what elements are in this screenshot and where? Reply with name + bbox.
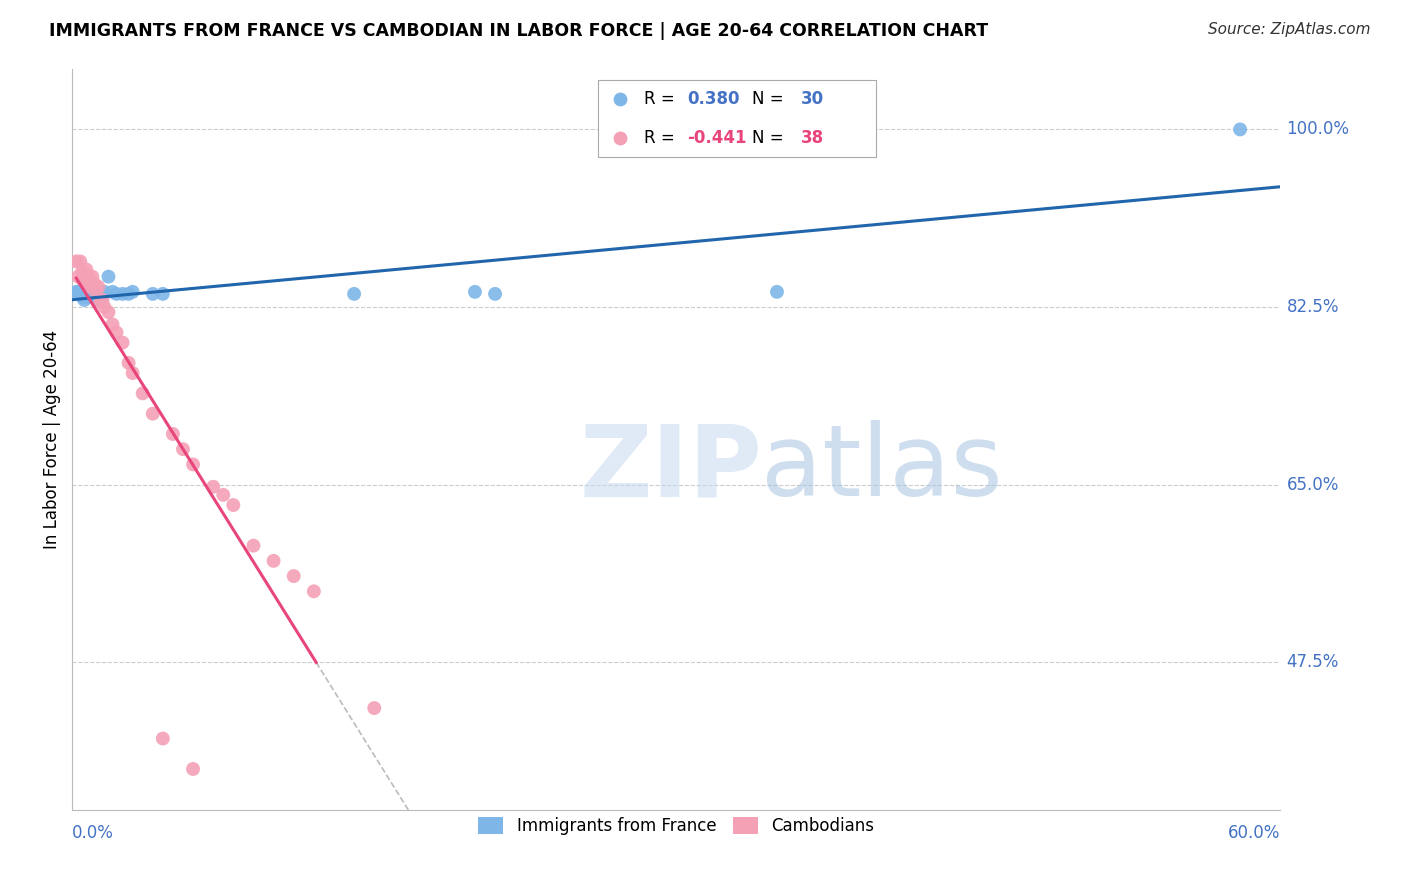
Text: atlas: atlas [761, 420, 1002, 517]
Point [181, 458, 204, 472]
Point [172, 442, 194, 457]
Point [973, 164, 995, 178]
Point [162, 427, 184, 442]
Point [67, 269, 90, 284]
Point [973, 218, 995, 232]
Text: R =: R = [644, 129, 679, 147]
Text: 60.0%: 60.0% [1227, 824, 1281, 842]
Point [464, 285, 486, 299]
Point [343, 286, 366, 301]
Point [263, 554, 285, 568]
Point [87, 280, 110, 294]
Point [1229, 122, 1251, 136]
Point [65, 285, 87, 299]
Point [97, 269, 120, 284]
Point [72, 264, 94, 278]
Point [363, 701, 385, 715]
Point [73, 286, 96, 301]
Point [202, 480, 225, 494]
Point [97, 305, 120, 319]
Point [75, 285, 97, 299]
Legend: Immigrants from France, Cambodians: Immigrants from France, Cambodians [471, 811, 882, 842]
Point [111, 335, 134, 350]
Text: 38: 38 [801, 129, 824, 147]
Point [142, 286, 165, 301]
Point [69, 254, 91, 268]
Point [82, 280, 104, 294]
Point [77, 269, 100, 284]
Point [105, 286, 128, 301]
Y-axis label: In Labor Force | Age 20-64: In Labor Force | Age 20-64 [44, 329, 60, 549]
Point [93, 300, 115, 314]
Text: 0.380: 0.380 [688, 90, 740, 108]
Point [101, 285, 124, 299]
Point [83, 286, 105, 301]
Text: 30: 30 [801, 90, 824, 108]
Point [87, 293, 110, 307]
Text: 47.5%: 47.5% [1286, 653, 1339, 672]
Text: ZIP: ZIP [579, 420, 762, 517]
Point [302, 584, 325, 599]
Point [105, 326, 128, 340]
Text: Source: ZipAtlas.com: Source: ZipAtlas.com [1208, 22, 1371, 37]
Point [283, 569, 305, 583]
Text: 0.0%: 0.0% [72, 824, 114, 842]
Point [73, 293, 96, 307]
Point [131, 386, 153, 401]
Point [117, 286, 139, 301]
Point [89, 295, 111, 310]
Point [82, 269, 104, 284]
Point [212, 488, 235, 502]
Point [484, 286, 506, 301]
Point [65, 254, 87, 268]
Point [67, 285, 90, 299]
Point [121, 285, 143, 299]
Text: N =: N = [752, 129, 789, 147]
Point [222, 498, 245, 512]
Point [79, 280, 101, 294]
Point [86, 290, 108, 304]
Point [75, 290, 97, 304]
Point [75, 262, 97, 277]
Point [121, 366, 143, 380]
Point [77, 290, 100, 304]
Point [83, 277, 105, 291]
Point [72, 273, 94, 287]
Point [242, 539, 264, 553]
Text: IMMIGRANTS FROM FRANCE VS CAMBODIAN IN LABOR FORCE | AGE 20-64 CORRELATION CHART: IMMIGRANTS FROM FRANCE VS CAMBODIAN IN L… [49, 22, 988, 40]
Point [117, 356, 139, 370]
Point [73, 267, 96, 281]
Point [93, 285, 115, 299]
Point [89, 285, 111, 299]
Point [111, 286, 134, 301]
Text: 82.5%: 82.5% [1286, 298, 1339, 316]
Point [152, 286, 174, 301]
Point [69, 285, 91, 299]
Point [152, 731, 174, 746]
Point [72, 290, 94, 304]
Point [142, 407, 165, 421]
Point [181, 762, 204, 776]
Point [82, 286, 104, 301]
Point [91, 293, 114, 307]
Point [77, 277, 100, 291]
Text: -0.441: -0.441 [688, 129, 747, 147]
Text: N =: N = [752, 90, 789, 108]
Text: 65.0%: 65.0% [1286, 475, 1339, 494]
Point [766, 285, 789, 299]
Text: R =: R = [644, 90, 679, 108]
FancyBboxPatch shape [598, 79, 876, 158]
Point [79, 286, 101, 301]
Point [91, 290, 114, 304]
Point [86, 285, 108, 299]
Point [75, 277, 97, 291]
Point [101, 318, 124, 332]
Text: 100.0%: 100.0% [1286, 120, 1350, 138]
